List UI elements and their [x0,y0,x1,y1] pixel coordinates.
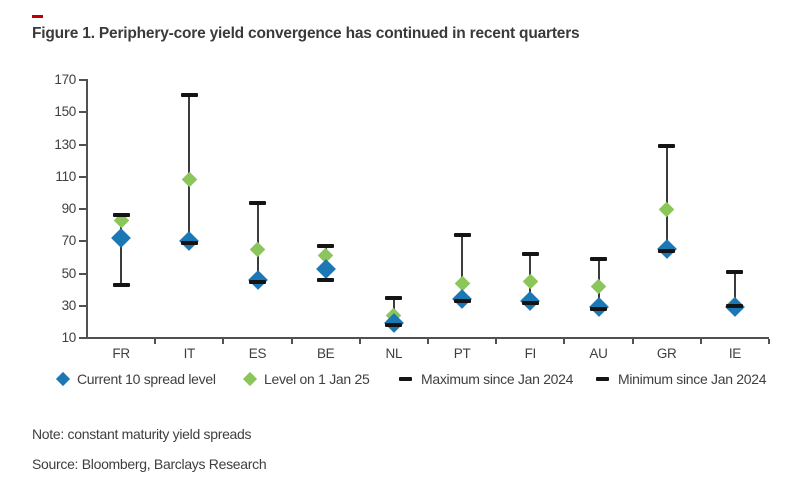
maximum-tick-ie [726,269,744,274]
x-axis-tick [631,339,634,344]
y-axis-tick [79,304,86,307]
minimum-tick-pt [453,298,471,303]
maximum-tick-it [180,92,198,97]
maximum-tick-be [317,244,335,249]
minimum-tick-au [590,306,607,311]
y-axis-tick [79,337,86,339]
chart-note: Note: constant maturity yield spreads [32,426,252,442]
legend-dash-icon [596,377,609,381]
legend-dash-icon [399,377,412,381]
x-axis [85,337,769,339]
legend-item-1: Current 10 spread level [55,369,216,389]
x-tick-label: PT [453,346,471,361]
maximum-tick-es [249,200,266,205]
current-spread-marker-be [315,258,336,279]
maximum-tick-fi [521,252,539,257]
y-tick-label: 50 [61,265,77,281]
jan25-level-marker-it [181,172,198,188]
range-whisker-fr [120,215,123,285]
range-whisker-pt [461,234,464,301]
y-axis-tick [79,208,86,210]
legend-label: Level on 1 Jan 25 [264,371,370,387]
legend-diamond-icon [242,371,258,387]
legend-item-4: Minimum since Jan 2024 [596,369,767,389]
minimum-tick-es [249,279,266,284]
y-axis-tick [79,175,86,178]
maximum-tick-nl [385,295,403,300]
y-tick-label: 30 [61,297,77,313]
y-axis-tick [79,111,86,114]
current-spread-marker-fr [111,228,131,248]
legend-label: Minimum since Jan 2024 [618,371,767,387]
minimum-tick-fr [112,282,130,287]
legend-label: Maximum since Jan 2024 [421,371,574,387]
y-tick-label: 110 [55,168,76,184]
x-tick-label: ES [248,346,267,361]
y-tick-label: 150 [54,104,76,120]
y-tick-label: 10 [61,330,77,345]
x-tick-label: IT [183,346,196,361]
x-tick-label: FR [112,346,130,361]
range-whisker-ie [733,271,736,306]
jan25-level-marker-gr [658,201,675,217]
x-axis-tick [154,339,157,344]
x-tick-label: FI [524,346,537,361]
x-axis-tick [768,339,770,344]
figure-title: Figure 1. Periphery-core yield convergen… [32,25,580,42]
y-tick-label: 170 [54,72,76,87]
x-tick-label: GR [656,346,677,361]
x-axis-tick [563,339,566,344]
y-axis-tick [79,79,86,81]
x-axis-tick [495,339,498,344]
maximum-tick-gr [658,144,676,149]
y-axis-tick [79,240,86,243]
x-axis-tick [699,339,702,344]
x-tick-label: IE [728,346,741,361]
jan25-level-marker-au [590,278,607,295]
brand-red-dash [32,15,43,18]
legend-label: Current 10 spread level [77,371,216,387]
y-axis [86,79,88,339]
legend-item-3: Maximum since Jan 2024 [399,369,573,389]
legend-item-2: Level on 1 Jan 25 [242,369,370,389]
x-tick-label: AU [589,346,608,361]
range-whisker-gr [665,146,668,251]
minimum-tick-gr [658,248,676,253]
y-tick-label: 130 [54,136,76,152]
maximum-tick-pt [453,232,471,237]
jan25-level-marker-es [249,241,266,258]
x-tick-label: BE [316,346,335,361]
minimum-tick-nl [385,323,403,328]
x-tick-label: NL [385,346,403,361]
minimum-tick-it [180,240,198,245]
chart-source: Source: Bloomberg, Barclays Research [32,456,267,472]
x-axis-tick [290,339,293,344]
minimum-tick-be [317,277,335,282]
y-tick-label: 90 [61,201,77,216]
x-axis-tick [427,339,429,344]
range-whisker-it [188,94,191,243]
jan25-level-marker-fi [522,273,539,290]
y-axis-tick [79,272,86,275]
maximum-tick-au [590,256,607,261]
minimum-tick-ie [726,303,744,308]
legend-diamond-icon [55,371,71,387]
x-axis-tick [358,339,361,344]
minimum-tick-fi [521,300,539,305]
x-axis-tick [222,339,225,344]
y-tick-label: 70 [61,233,77,249]
maximum-tick-fr [112,213,130,218]
y-axis-tick [79,143,86,146]
chart-legend: Current 10 spread level Level on 1 Jan 25… [0,369,800,389]
